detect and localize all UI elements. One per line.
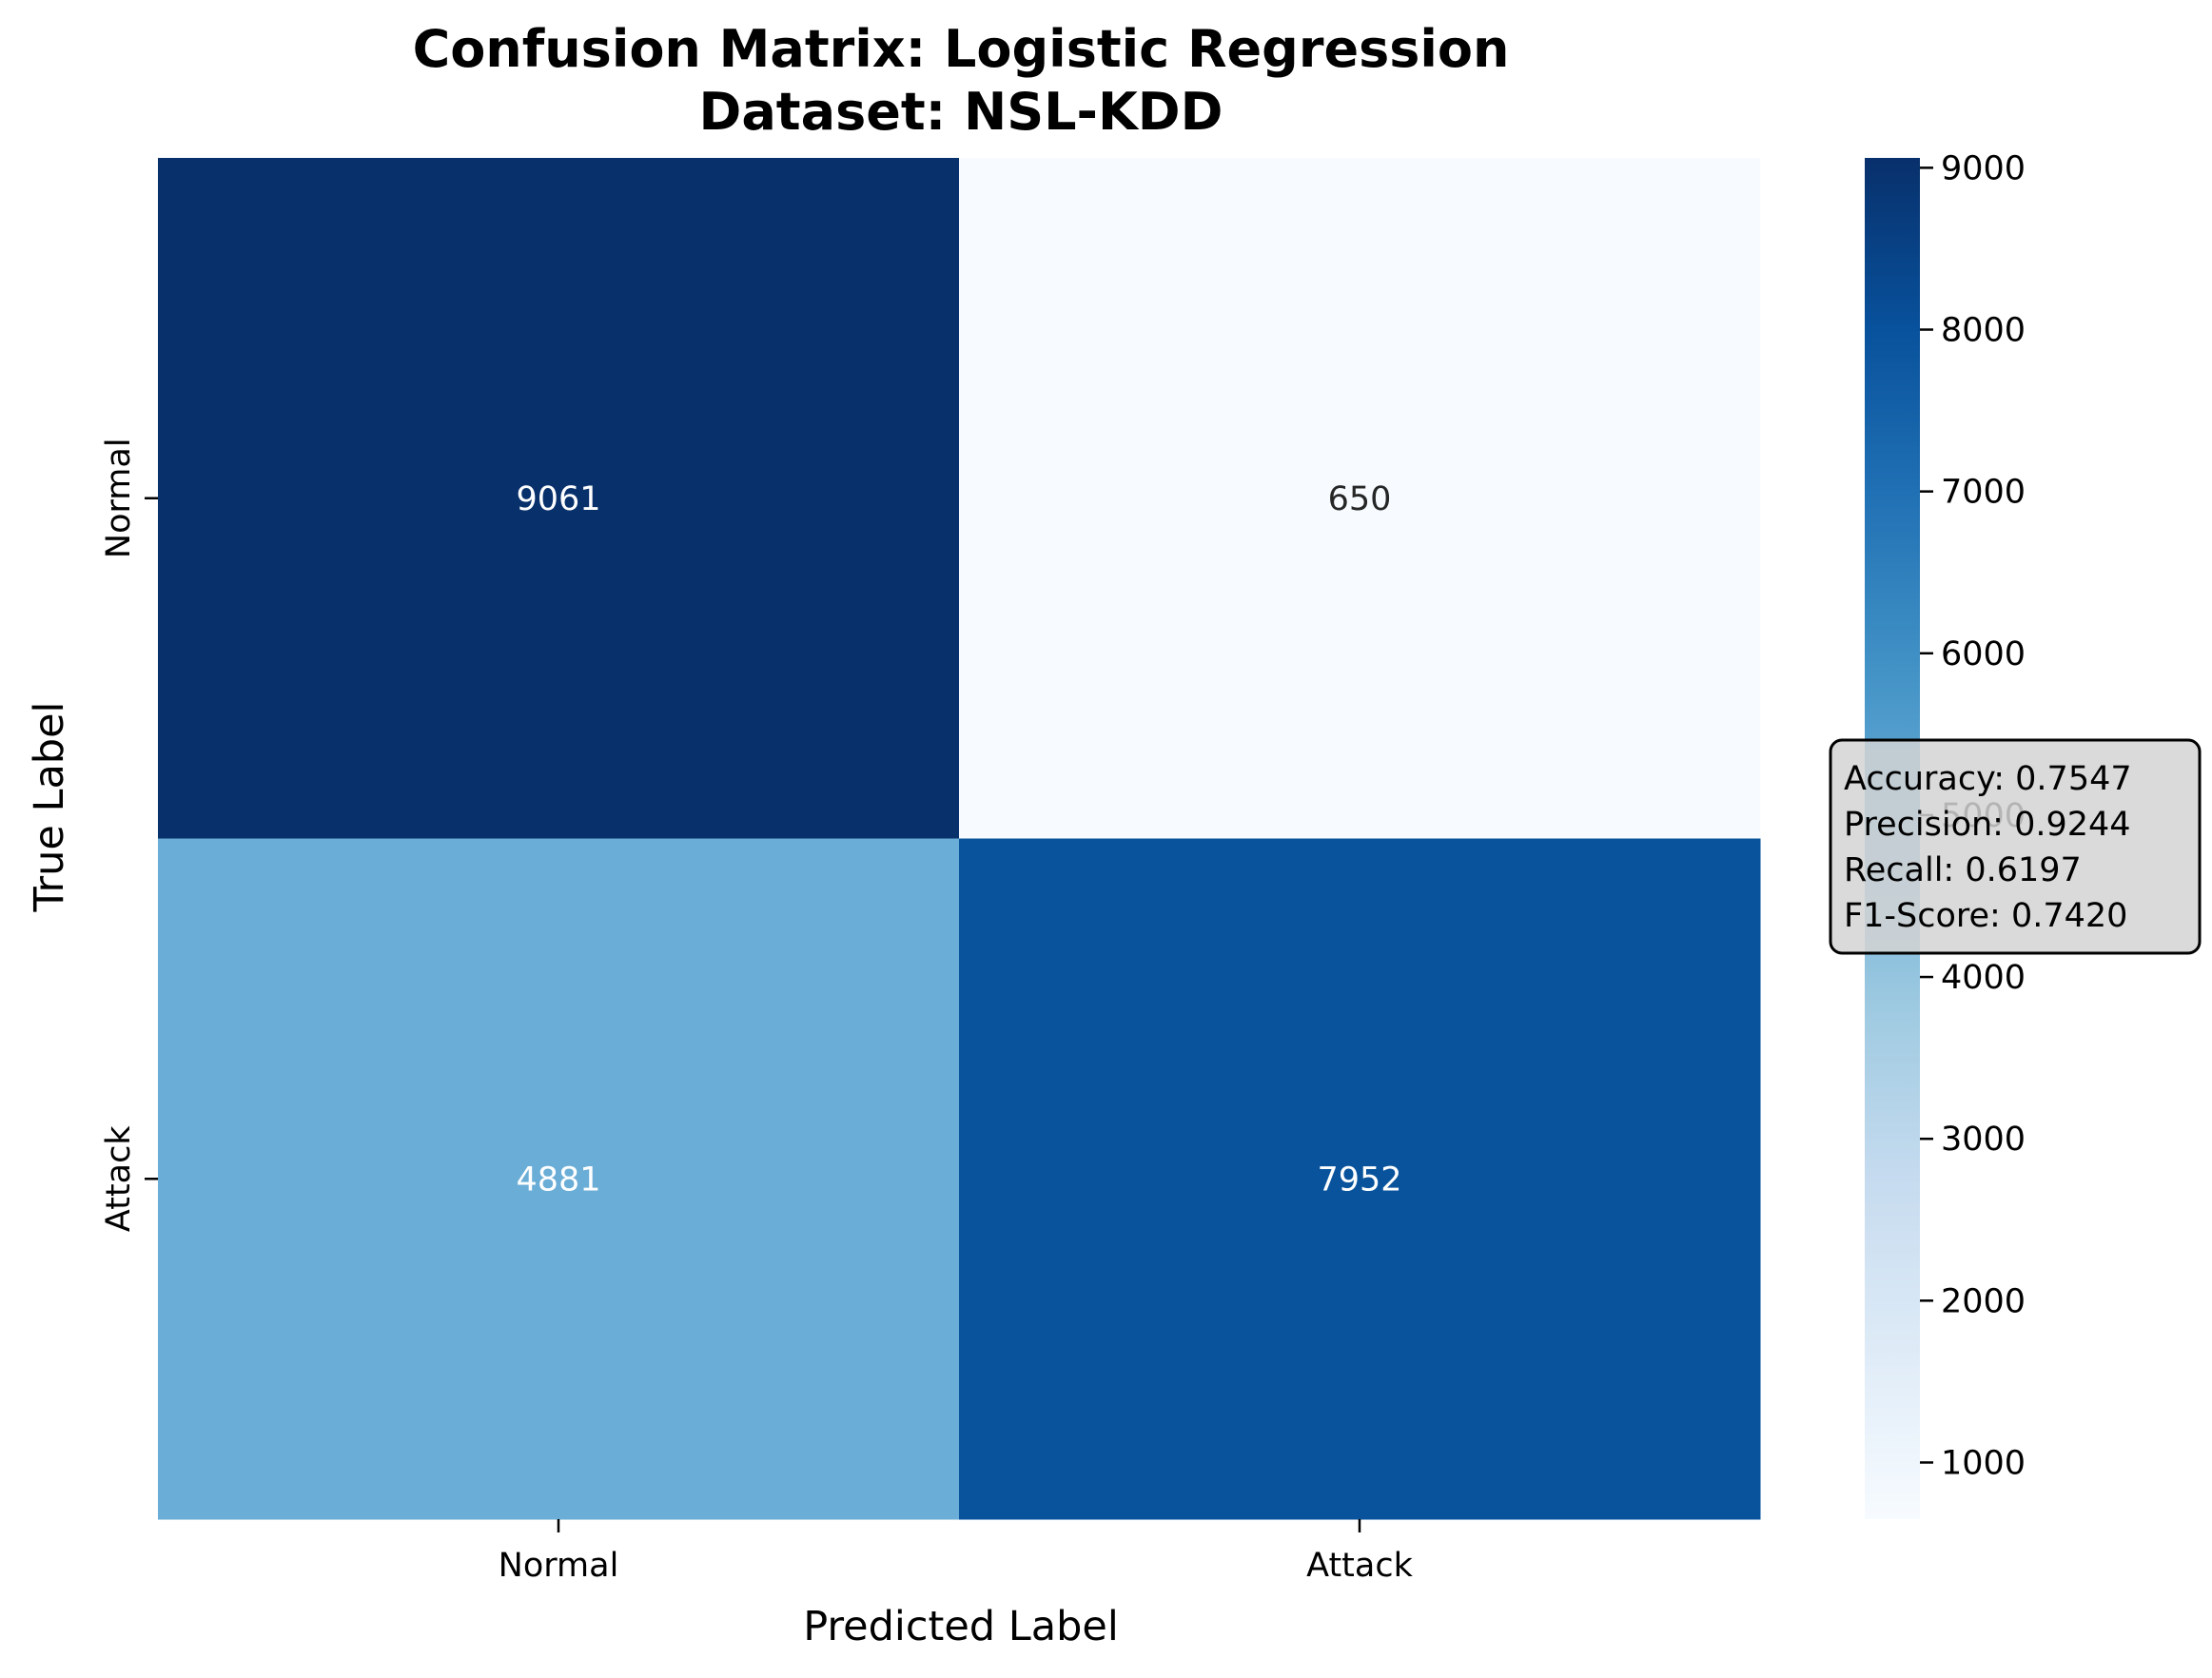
heatmap-cell [158,158,960,839]
y-axis-label: True Label [26,701,73,912]
metric-line: Recall: 0.6197 [1844,851,2082,889]
x-axis-label: Predicted Label [803,1603,1119,1650]
cell-value-label: 650 [1328,480,1392,518]
colorbar-tick-label: 1000 [1941,1444,2026,1482]
x-tick-label: Normal [499,1547,619,1585]
chart-title: Confusion Matrix: Logistic Regression [413,19,1510,79]
heatmap-cells: 9061 650 4881 7952 [158,158,1761,1520]
cell-value-label: 7952 [1317,1161,1401,1199]
heatmap-cell [959,838,1761,1520]
x-axis-ticks: Normal Attack [499,1519,1414,1585]
heatmap-cell [158,838,960,1520]
metrics-box [1829,738,2202,955]
cell-value-label: 4881 [516,1161,600,1199]
x-tick-label: Attack [1306,1547,1413,1585]
heatmap-cell [959,158,1761,839]
cell-value-label: 9061 [516,480,600,518]
metric-line: Accuracy: 0.7547 [1844,760,2132,798]
y-tick-label: Attack [100,1125,138,1232]
colorbar-tick-label: 8000 [1941,312,2026,350]
y-axis-ticks: Normal Attack [100,438,158,1232]
colorbar-tick-label: 9000 [1941,149,2026,187]
colorbar-tick-label: 6000 [1941,635,2026,673]
colorbar-tick-label: 3000 [1941,1121,2026,1159]
chart-subtitle: Dataset: NSL-KDD [699,82,1223,142]
metric-line: Precision: 0.9244 [1844,806,2131,844]
colorbar-tick-label: 7000 [1941,474,2026,512]
colorbar-tick-label: 4000 [1941,959,2026,997]
metrics-text: Accuracy: 0.7547 Precision: 0.9244 Recall:… [1844,760,2132,935]
metric-line: F1-Score: 0.7420 [1844,897,2127,935]
colorbar-tick-label: 2000 [1941,1282,2026,1320]
y-tick-label: Normal [100,438,138,558]
